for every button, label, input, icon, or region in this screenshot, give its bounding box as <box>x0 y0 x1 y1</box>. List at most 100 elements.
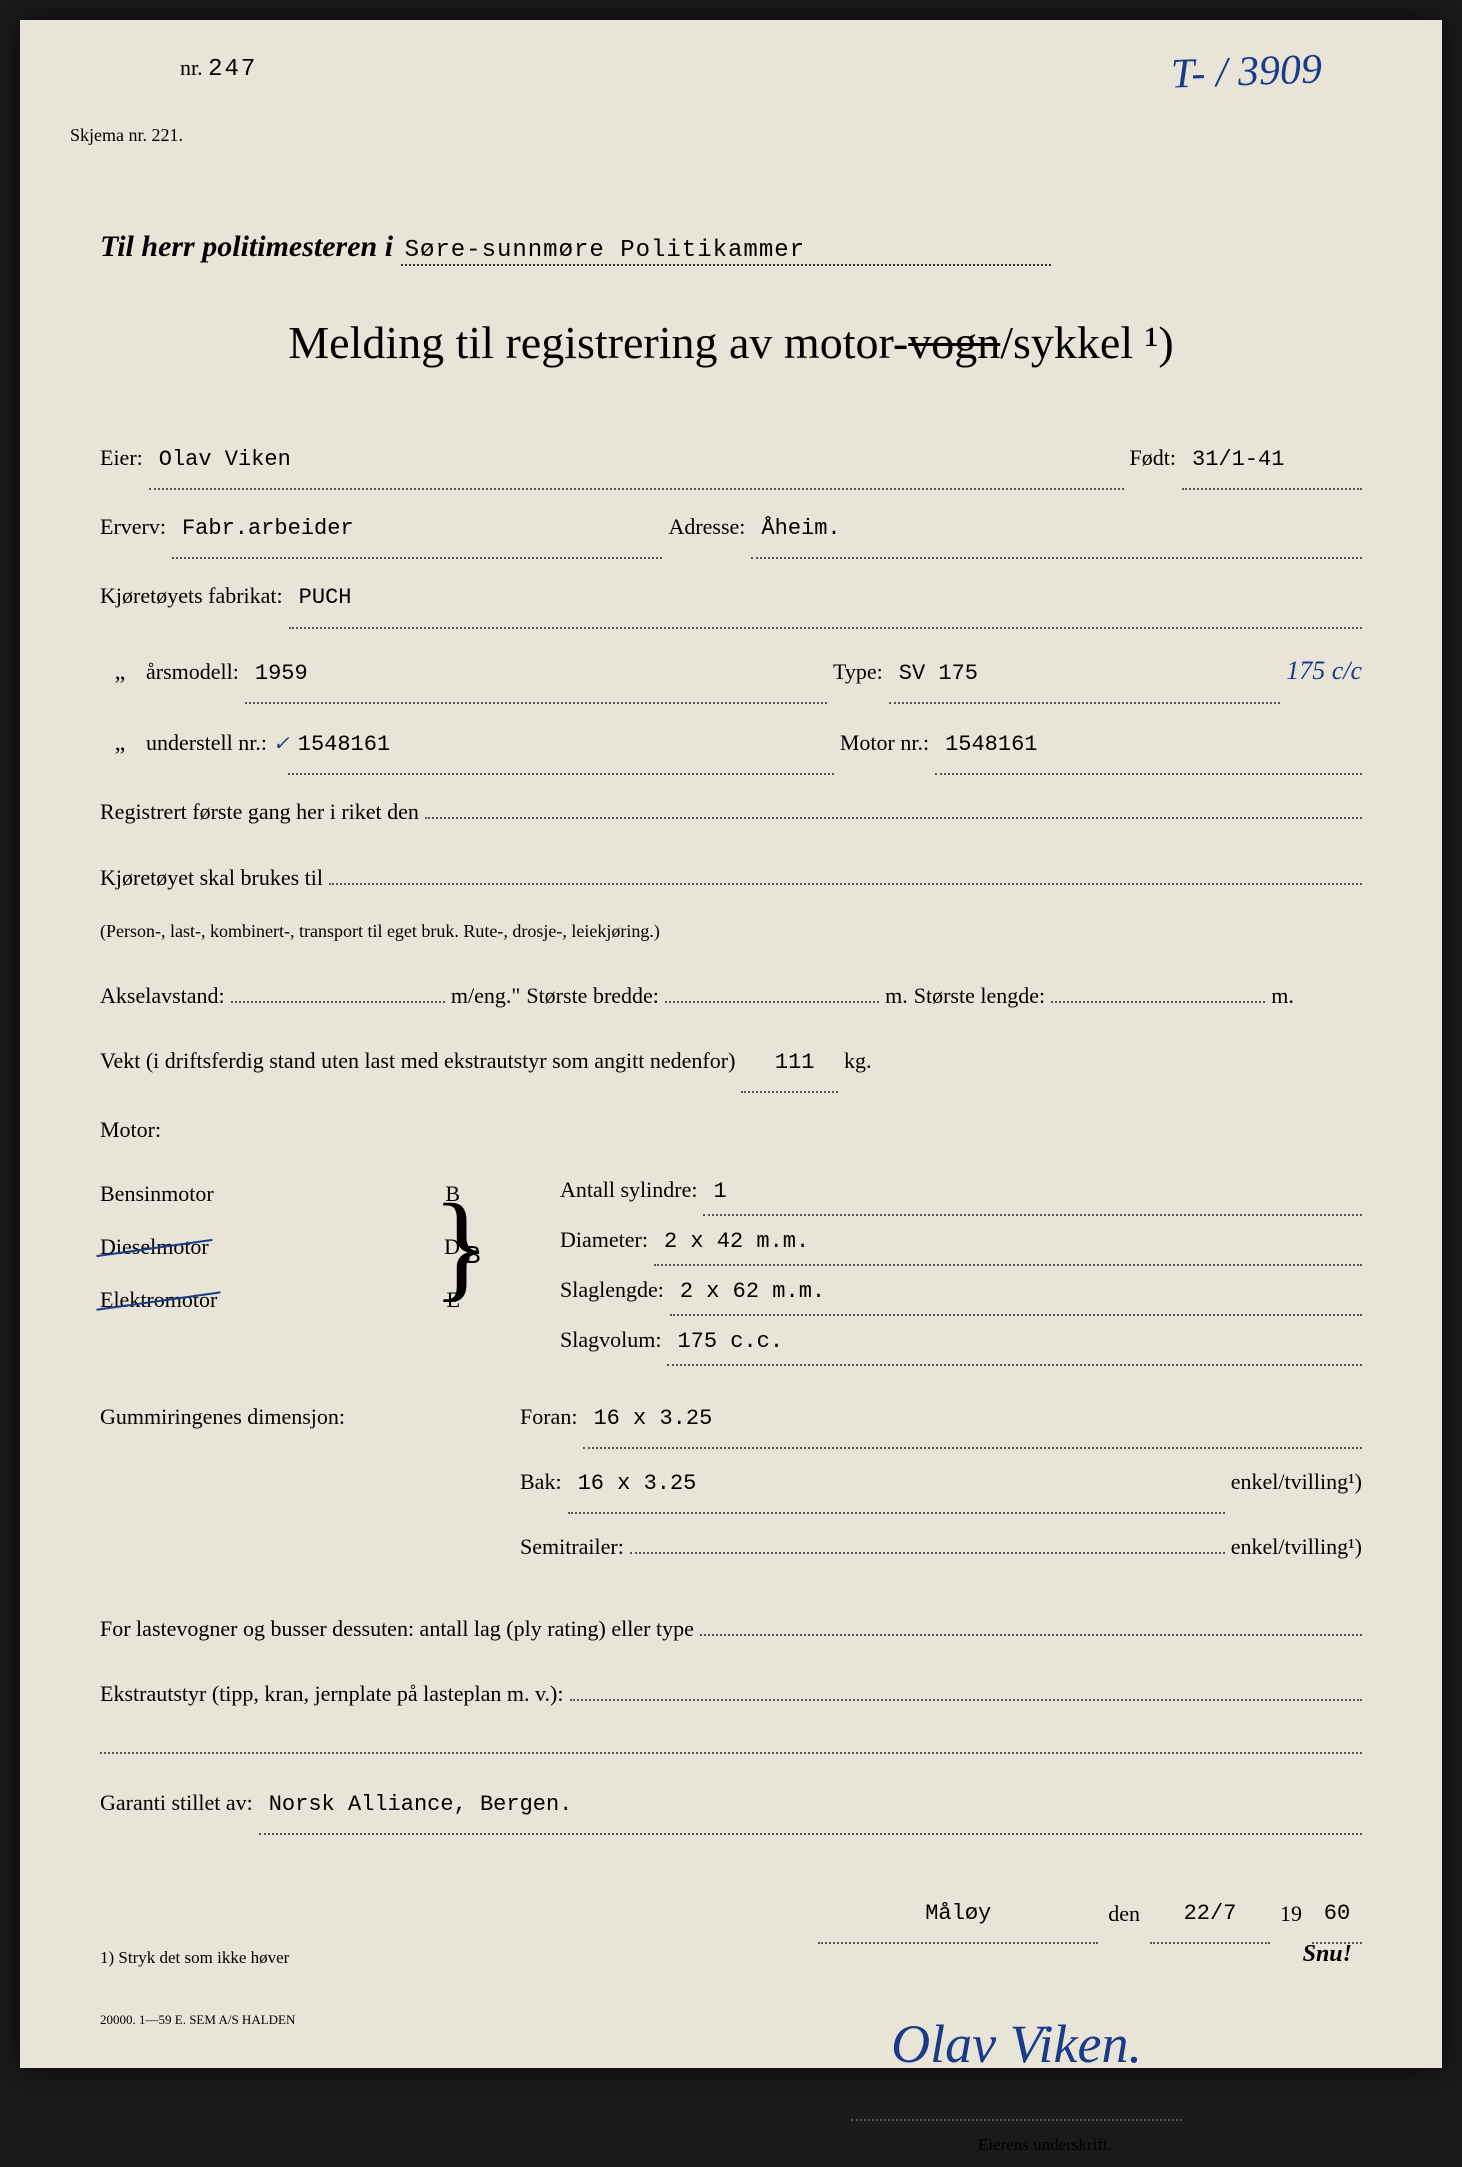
bak-suffix: enkel/tvilling¹) <box>1231 1453 1362 1510</box>
motornr-value: 1548161 <box>935 716 1362 775</box>
sig-year: 60 <box>1312 1885 1362 1944</box>
sig-place: Måløy <box>818 1885 1098 1944</box>
fodt-value: 31/1-41 <box>1182 431 1362 490</box>
arsmodell-value: 1959 <box>245 645 827 704</box>
nr-label: nr. <box>180 55 203 80</box>
motor-types: Bensinmotor B Dieselmotor D Elektromotor… <box>100 1168 520 1368</box>
aksel-value <box>231 979 445 1003</box>
vekt-label: Vekt (i driftsferdig stand uten last med… <box>100 1032 735 1089</box>
lengde-value <box>1051 979 1265 1003</box>
brukes-note: (Person-, last-, kombinert-, transport t… <box>100 908 1362 955</box>
vol-label: Slagvolum: <box>560 1318 661 1362</box>
row-vekt: Vekt (i driftsferdig stand uten last med… <box>100 1032 1362 1093</box>
row-laste: For lastevogner og busser dessuten: anta… <box>100 1600 1362 1657</box>
title-strike: vogn <box>908 317 1000 368</box>
brukes-label: Kjøretøyet skal brukes til <box>100 849 323 906</box>
garanti-value: Norsk Alliance, Bergen. <box>259 1776 1362 1835</box>
type-label: Type: <box>833 643 883 700</box>
sig-date: 22/7 <box>1150 1885 1270 1944</box>
row-understell: „ understell nr.: ✓ 1548161 Motor nr.: 1… <box>100 712 1362 775</box>
type-handwritten: 175 c/c <box>1286 637 1362 705</box>
form-title: Melding til registrering av motor-vogn/s… <box>100 316 1362 369</box>
sig-den: den <box>1108 1885 1140 1944</box>
title-pre: Melding til registrering av motor- <box>288 317 908 368</box>
eier-label: Eier: <box>100 429 143 486</box>
foran-value: 16 x 3.25 <box>583 1390 1362 1449</box>
signature-line: Måløy den 22/7 19 60 <box>100 1885 1362 1944</box>
brace-icon: } <box>432 1168 490 1324</box>
type-value: SV 175 <box>889 645 1280 704</box>
row-dimensions: Akselavstand: m/eng." Største bredde: m.… <box>100 967 1362 1024</box>
motor-specs: Antall sylindre: 1 Diameter: 2 x 42 m.m.… <box>520 1168 1362 1368</box>
signature-caption: Eierens underskrift. <box>100 2123 1362 2167</box>
arsmodell-label: årsmodell: <box>146 643 239 700</box>
form-body: Eier: Olav Viken Født: 31/1-41 Erverv: F… <box>100 429 1362 2167</box>
semi-suffix: enkel/tvilling¹) <box>1231 1518 1362 1575</box>
row-ekstra: Ekstrautstyr (tipp, kran, jernplate på l… <box>100 1665 1362 1722</box>
turn-over: Snu! <box>1303 1941 1352 1968</box>
vol-value: 175 c.c. <box>667 1320 1362 1366</box>
ditto-2: „ <box>100 712 140 774</box>
laste-value <box>700 1612 1362 1636</box>
row-reg-first: Registrert første gang her i riket den <box>100 783 1362 840</box>
vekt-value: 111 <box>741 1034 838 1093</box>
form-number: Skjema nr. 221. <box>70 125 183 146</box>
ekstra-label: Ekstrautstyr (tipp, kran, jernplate på l… <box>100 1665 564 1722</box>
row-eier: Eier: Olav Viken Født: 31/1-41 <box>100 429 1362 490</box>
fabrikat-label: Kjøretøyets fabrikat: <box>100 567 283 624</box>
foran-label: Foran: <box>520 1388 577 1445</box>
slag-label: Slaglengde: <box>560 1268 664 1312</box>
lengde-label: Største lengde: <box>914 967 1045 1024</box>
bredde-value <box>665 979 879 1003</box>
addressee-prefix: Til herr politimesteren i <box>100 230 393 263</box>
understell-label: understell nr.: <box>146 714 267 771</box>
document-number: nr. 247 <box>180 55 257 83</box>
adresse-value: Åheim. <box>751 500 1362 559</box>
tire-section: Gummiringenes dimensjon: Foran: 16 x 3.2… <box>100 1388 1362 1580</box>
eier-value: Olav Viken <box>149 431 1124 490</box>
row-garanti: Garanti stillet av: Norsk Alliance, Berg… <box>100 1774 1362 1835</box>
ekstra-value <box>570 1677 1363 1701</box>
adresse-label: Adresse: <box>668 498 745 555</box>
addressee-line: Til herr politimesteren i Søre-sunnmøre … <box>100 230 1362 266</box>
semi-label: Semitrailer: <box>520 1518 624 1575</box>
nr-value: 247 <box>208 56 257 83</box>
brukes-value <box>329 861 1362 885</box>
syl-label: Antall sylindre: <box>560 1168 697 1212</box>
motor-selected: B <box>465 1223 481 1291</box>
lengde-unit: m. <box>1271 967 1294 1024</box>
row-arsmodell: „ årsmodell: 1959 Type: SV 175 175 c/c <box>100 637 1362 705</box>
erverv-label: Erverv: <box>100 498 166 555</box>
garanti-label: Garanti stillet av: <box>100 1774 253 1831</box>
diameter-value: 2 x 42 m.m. <box>654 1220 1362 1266</box>
ekstra-value-2 <box>100 1730 1362 1754</box>
bak-value: 16 x 3.25 <box>568 1455 1225 1514</box>
slag-value: 2 x 62 m.m. <box>670 1270 1362 1316</box>
title-post: /sykkel ¹) <box>1000 317 1174 368</box>
aksel-unit: m/eng." <box>451 967 520 1024</box>
tire-values: Foran: 16 x 3.25 Bak: 16 x 3.25 enkel/tv… <box>520 1388 1362 1580</box>
print-code: 20000. 1—59 E. SEM A/S HALDEN <box>100 2012 295 2028</box>
laste-label: For lastevogner og busser dessuten: anta… <box>100 1600 694 1657</box>
understell-value: 1548161 <box>288 716 834 775</box>
sig-year-prefix: 19 <box>1280 1885 1302 1944</box>
bredde-unit: m. <box>885 967 908 1024</box>
semi-value <box>630 1530 1225 1554</box>
fabrikat-value: PUCH <box>289 569 1362 628</box>
diameter-label: Diameter: <box>560 1218 648 1262</box>
motornr-label: Motor nr.: <box>840 714 929 771</box>
aksel-label: Akselavstand: <box>100 967 225 1024</box>
vekt-unit: kg. <box>844 1032 872 1089</box>
document-page: nr. 247 T- / 3909 Skjema nr. 221. Til he… <box>20 20 1442 2068</box>
bak-label: Bak: <box>520 1453 562 1510</box>
tire-heading: Gummiringenes dimensjon: <box>100 1388 520 1580</box>
reg-first-label: Registrert første gang her i riket den <box>100 783 419 840</box>
addressee-value: Søre-sunnmøre Politikammer <box>401 237 1051 266</box>
footnote: 1) Stryk det som ikke høver <box>100 1948 289 1968</box>
handwritten-reference: T- / 3909 <box>1170 45 1322 98</box>
ditto-1: „ <box>100 641 140 703</box>
row-erverv: Erverv: Fabr.arbeider Adresse: Åheim. <box>100 498 1362 559</box>
motor-section: Bensinmotor B Dieselmotor D Elektromotor… <box>100 1168 1362 1368</box>
erverv-value: Fabr.arbeider <box>172 500 662 559</box>
bredde-label: Største bredde: <box>526 967 659 1024</box>
